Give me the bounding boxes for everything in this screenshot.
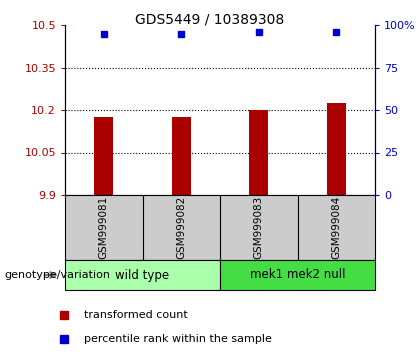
Text: GSM999082: GSM999082: [176, 196, 186, 259]
Text: GSM999083: GSM999083: [254, 196, 264, 259]
Text: transformed count: transformed count: [84, 310, 187, 320]
Text: wild type: wild type: [116, 268, 170, 281]
Text: GSM999084: GSM999084: [331, 196, 341, 259]
Text: GSM999081: GSM999081: [99, 196, 109, 259]
Text: mek1 mek2 null: mek1 mek2 null: [250, 268, 345, 281]
Text: percentile rank within the sample: percentile rank within the sample: [84, 334, 272, 344]
Text: GDS5449 / 10389308: GDS5449 / 10389308: [135, 12, 285, 27]
FancyBboxPatch shape: [220, 260, 375, 290]
Text: genotype/variation: genotype/variation: [4, 270, 110, 280]
FancyBboxPatch shape: [65, 260, 220, 290]
Bar: [94, 117, 113, 195]
Bar: [171, 117, 191, 195]
Bar: [327, 103, 346, 195]
Bar: [249, 110, 268, 195]
